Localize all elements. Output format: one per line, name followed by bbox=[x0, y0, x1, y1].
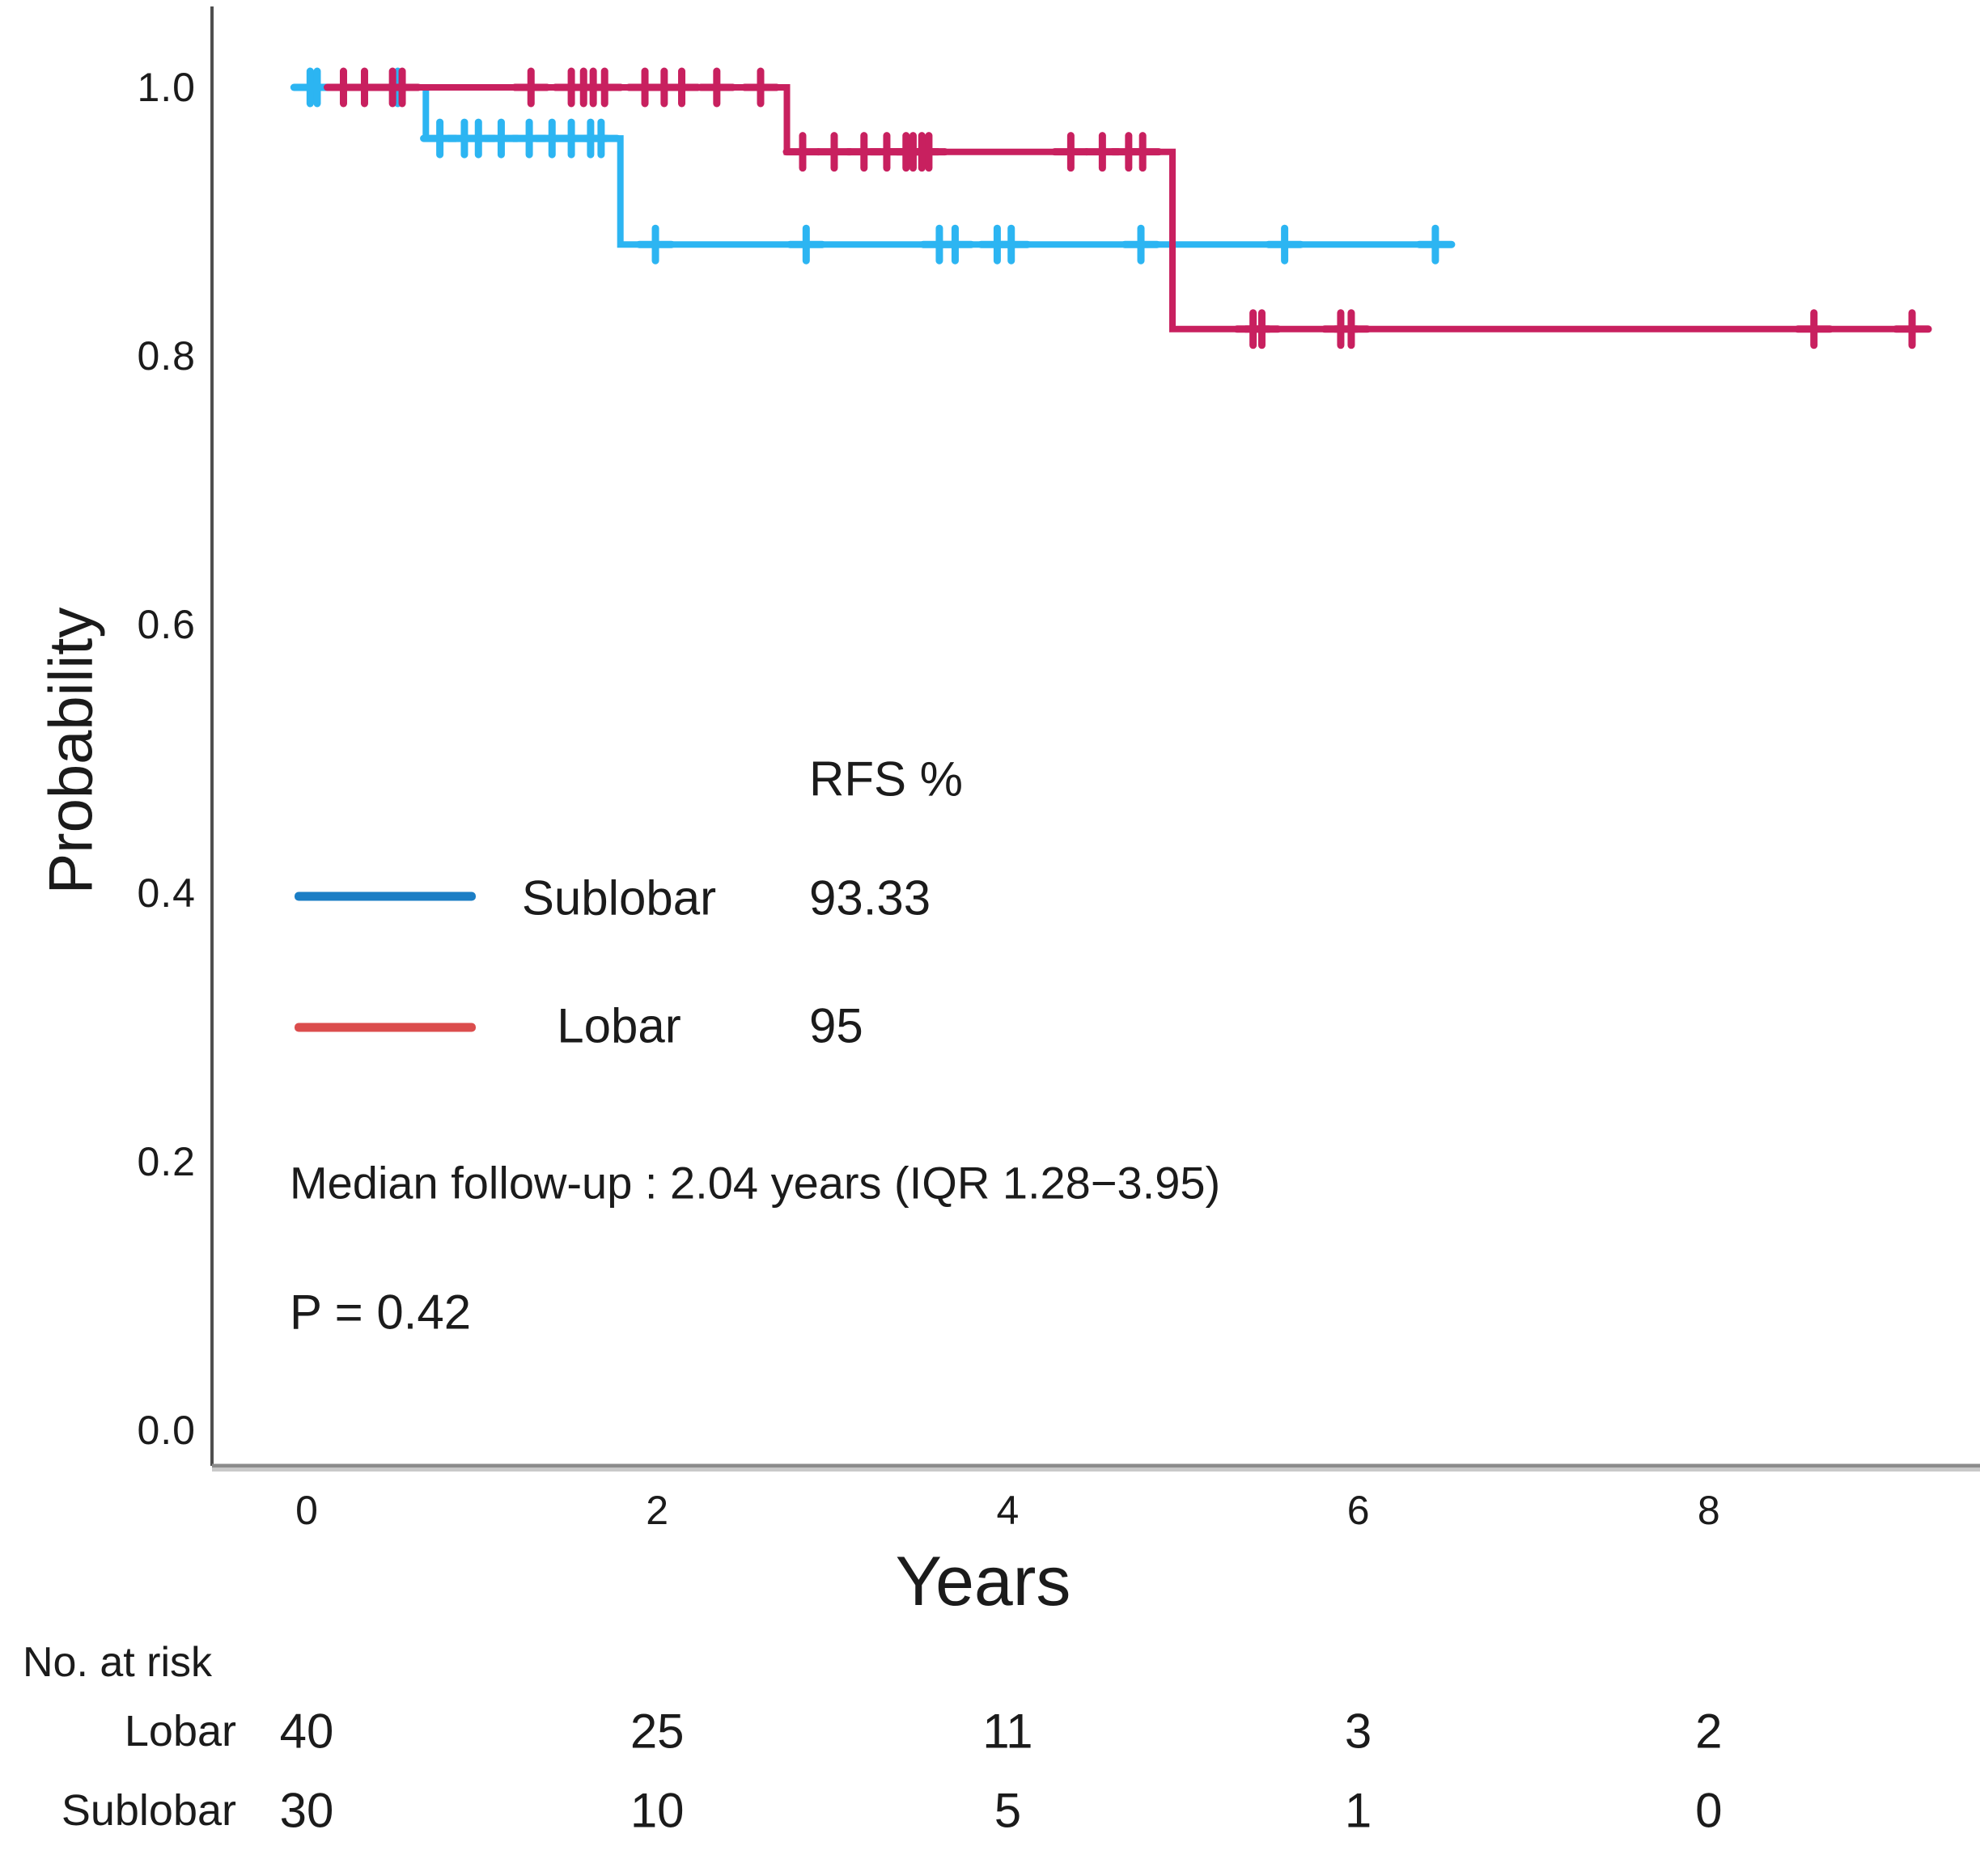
p-value-annotation: P = 0.42 bbox=[290, 1285, 472, 1340]
legend-value-header: RFS % bbox=[809, 752, 964, 807]
risk-value-sublobar-t4: 5 bbox=[994, 1783, 1022, 1838]
risk-row-label-sublobar: Sublobar bbox=[61, 1786, 236, 1835]
risk-value-lobar-t4: 11 bbox=[982, 1704, 1033, 1759]
censor-marks-lobar bbox=[323, 67, 1932, 349]
y-tick-label: 0.4 bbox=[137, 870, 196, 916]
risk-row-label-lobar: Lobar bbox=[124, 1707, 236, 1755]
x-tick-label: 8 bbox=[1697, 1488, 1720, 1533]
legend-label-sublobar: Sublobar bbox=[521, 870, 717, 925]
legend-value-lobar: 95 bbox=[809, 998, 863, 1053]
y-tick-label: 1.0 bbox=[137, 65, 196, 110]
risk-value-sublobar-t2: 10 bbox=[630, 1783, 685, 1838]
legend-value-sublobar: 93.33 bbox=[809, 870, 931, 925]
y-axis-title: Probability bbox=[36, 607, 106, 895]
risk-value-lobar-t0: 40 bbox=[279, 1704, 334, 1759]
risk-value-lobar-t2: 25 bbox=[630, 1704, 685, 1759]
x-axis-title: Years bbox=[895, 1543, 1071, 1620]
y-tick-label: 0.6 bbox=[137, 602, 196, 647]
risk-value-lobar-t6: 3 bbox=[1344, 1704, 1372, 1759]
y-tick-label: 0.0 bbox=[137, 1408, 196, 1453]
risk-table-title: No. at risk bbox=[23, 1639, 213, 1686]
x-tick-label: 2 bbox=[646, 1488, 669, 1533]
risk-value-sublobar-t8: 0 bbox=[1695, 1783, 1723, 1838]
median-followup-annotation: Median follow-up : 2.04 years (IQR 1.28−… bbox=[290, 1157, 1221, 1209]
sublobar-curve bbox=[307, 84, 1441, 248]
y-tick-label: 0.8 bbox=[137, 333, 196, 379]
x-tick-label: 4 bbox=[996, 1488, 1020, 1533]
risk-value-sublobar-t6: 1 bbox=[1344, 1783, 1372, 1838]
x-tick-label: 0 bbox=[295, 1488, 318, 1533]
lobar-line-swatch bbox=[295, 1023, 476, 1032]
risk-value-lobar-t8: 2 bbox=[1695, 1704, 1723, 1759]
censor-marks-sublobar bbox=[290, 67, 1456, 265]
censor-marks bbox=[290, 67, 1932, 349]
x-tick-label: 6 bbox=[1346, 1488, 1370, 1533]
legend-label-lobar: Lobar bbox=[557, 998, 681, 1053]
y-tick-label: 0.2 bbox=[137, 1139, 196, 1184]
sublobar-line-swatch bbox=[295, 891, 476, 901]
risk-value-sublobar-t0: 30 bbox=[279, 1783, 334, 1838]
